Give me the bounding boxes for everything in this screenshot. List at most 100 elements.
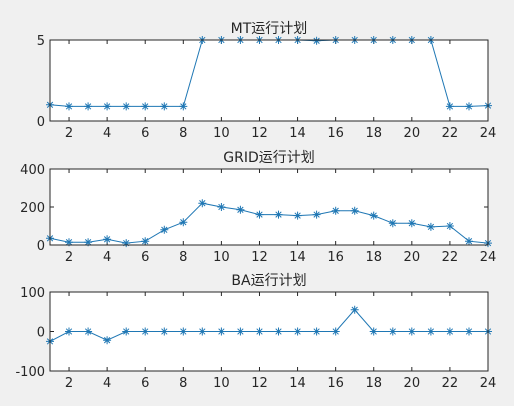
x-tick-label: 16 (327, 126, 344, 141)
asterisk-marker-icon (103, 235, 112, 244)
data-point-marker (293, 211, 302, 220)
asterisk-marker-icon (141, 102, 150, 111)
x-tick-label: 14 (289, 376, 306, 391)
data-point-marker (122, 239, 131, 248)
data-point-marker (160, 102, 169, 111)
data-point-marker (445, 222, 454, 230)
asterisk-marker-icon (236, 205, 245, 214)
data-point-marker (141, 327, 150, 336)
data-point-marker (179, 102, 188, 111)
x-tick-label: 4 (103, 126, 111, 141)
asterisk-marker-icon (350, 206, 359, 215)
x-tick-label: 24 (480, 250, 497, 265)
y-tick-label: 400 (20, 163, 45, 178)
x-tick-label: 12 (251, 126, 268, 141)
y-tick-label: 0 (37, 115, 45, 130)
data-point-marker (369, 327, 378, 336)
asterisk-marker-icon (65, 327, 73, 336)
asterisk-marker-icon (160, 102, 169, 111)
asterisk-marker-icon (217, 203, 226, 211)
data-point-marker (388, 327, 397, 336)
data-point-marker (426, 327, 435, 336)
data-point-marker (426, 222, 435, 231)
asterisk-marker-icon (274, 327, 283, 336)
data-point-marker (445, 327, 454, 336)
asterisk-marker-icon (407, 219, 416, 228)
x-tick-label: 20 (404, 376, 421, 391)
data-point-marker (160, 225, 169, 234)
asterisk-marker-icon (160, 327, 169, 336)
asterisk-marker-icon (179, 102, 188, 111)
asterisk-marker-icon (84, 238, 93, 247)
x-tick-label: 24 (480, 126, 497, 141)
x-tick-label: 8 (179, 250, 187, 265)
x-tick-label: 18 (365, 126, 382, 141)
asterisk-marker-icon (141, 327, 150, 336)
data-point-marker (350, 206, 359, 215)
asterisk-marker-icon (84, 102, 93, 111)
data-point-marker (217, 203, 226, 211)
series-line (49, 202, 489, 244)
asterisk-marker-icon (426, 327, 435, 336)
data-point-marker (388, 219, 397, 228)
asterisk-marker-icon (217, 327, 226, 336)
asterisk-marker-icon (255, 210, 264, 219)
x-tick-label: 16 (327, 250, 344, 265)
x-tick-label: 24 (480, 376, 497, 391)
y-tick-label: 200 (20, 201, 45, 216)
data-point-marker (141, 102, 150, 111)
chart-title: MT运行计划 (231, 21, 308, 37)
x-tick-label: 6 (141, 250, 149, 265)
data-point-marker (407, 219, 416, 228)
asterisk-marker-icon (331, 206, 340, 215)
data-point-marker (312, 327, 321, 336)
data-point-marker (65, 238, 73, 247)
asterisk-marker-icon (369, 211, 378, 220)
asterisk-marker-icon (103, 102, 112, 111)
x-tick-label: 12 (251, 376, 268, 391)
asterisk-marker-icon (407, 327, 416, 336)
data-point-marker (465, 102, 473, 111)
data-point-marker (103, 102, 112, 111)
data-point-marker (236, 205, 245, 214)
data-point-marker (465, 237, 473, 246)
asterisk-marker-icon (350, 305, 359, 314)
y-tick-label: 100 (20, 286, 45, 301)
asterisk-marker-icon (103, 336, 112, 345)
data-point-marker (103, 336, 112, 345)
data-point-marker (84, 238, 93, 247)
x-tick-label: 22 (442, 126, 459, 141)
asterisk-marker-icon (122, 239, 131, 248)
x-tick-label: 22 (442, 250, 459, 265)
x-tick-label: 20 (404, 126, 421, 141)
x-tick-label: 20 (404, 250, 421, 265)
x-tick-label: 6 (141, 126, 149, 141)
asterisk-marker-icon (84, 327, 93, 336)
x-tick-label: 8 (179, 376, 187, 391)
y-tick-label: 5 (37, 34, 45, 49)
data-point-marker (445, 102, 454, 111)
data-point-marker (141, 237, 150, 246)
data-point-marker (122, 102, 131, 111)
data-point-marker (350, 305, 359, 314)
x-tick-label: 10 (213, 376, 230, 391)
x-tick-label: 18 (365, 250, 382, 265)
data-point-marker (65, 327, 73, 336)
data-point-marker (274, 327, 283, 336)
x-tick-label: 2 (65, 376, 73, 391)
x-tick-label: 14 (289, 250, 306, 265)
asterisk-marker-icon (141, 237, 150, 246)
x-tick-label: 8 (179, 126, 187, 141)
asterisk-marker-icon (255, 327, 264, 336)
asterisk-marker-icon (388, 219, 397, 228)
data-point-marker (293, 327, 302, 336)
data-point-marker (198, 199, 207, 208)
x-tick-label: 2 (65, 250, 73, 265)
asterisk-marker-icon (312, 327, 321, 336)
asterisk-marker-icon (65, 102, 73, 111)
axes-frame (49, 291, 489, 372)
data-point-marker (331, 327, 340, 336)
